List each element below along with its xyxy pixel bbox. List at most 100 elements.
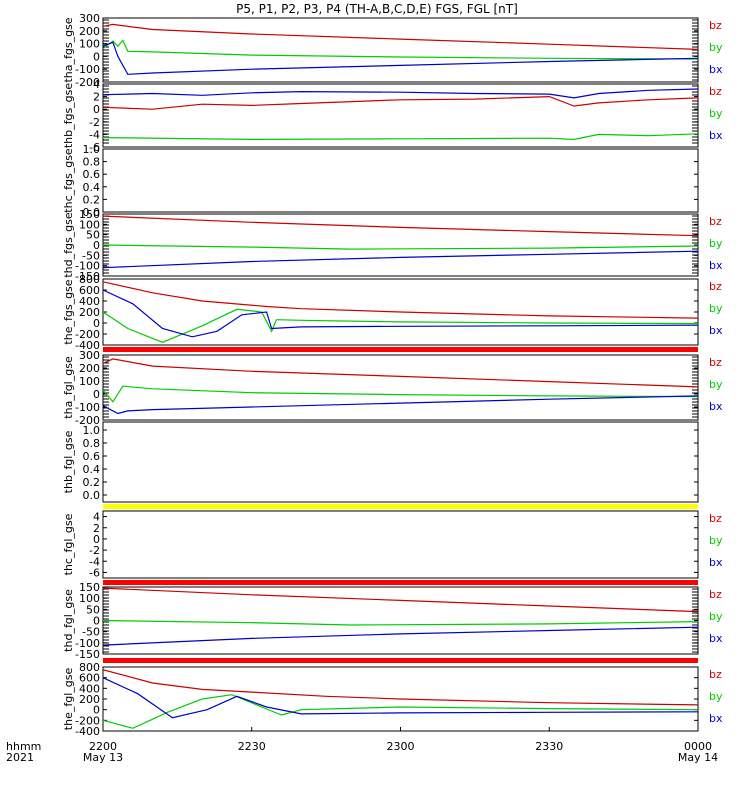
- y-axis-label: thb_fgs_gse: [62, 83, 75, 149]
- y-tick-label: 0.0: [83, 206, 101, 219]
- series-bx: [103, 626, 698, 646]
- x-tick-label: 2200: [89, 740, 117, 753]
- panel-frame: [102, 148, 699, 213]
- y-tick-label: 800: [79, 273, 100, 286]
- legend-bz: bz: [709, 215, 722, 228]
- legend-bx: bx: [709, 324, 723, 337]
- chart-title: P5, P1, P2, P3, P4 (TH-A,B,C,D,E) FGS, F…: [236, 2, 518, 16]
- y-tick-label: 1.0: [83, 424, 101, 437]
- y-tick-label: 0.4: [83, 463, 101, 476]
- x-tick-label: 2300: [387, 740, 415, 753]
- panel-frame: [102, 421, 699, 503]
- y-tick-label: 0: [93, 704, 100, 717]
- series-bx: [103, 677, 698, 719]
- panel-thb_fgl_gse: 1.00.80.60.40.20.0 thb_fgl_gse: [62, 421, 699, 509]
- y-axis-label: thb_fgl_gse: [62, 430, 75, 493]
- y-axis-label: thd_fgs_gse: [62, 212, 75, 278]
- legend-by: by: [709, 690, 723, 703]
- y-tick-label: 150: [79, 208, 100, 221]
- y-tick-label: 600: [79, 284, 100, 297]
- legend-bz: bz: [709, 280, 722, 293]
- y-tick-label: -4: [89, 128, 100, 141]
- legend-by: by: [709, 534, 723, 547]
- panel-thc_fgl_gse: 420-2-4-6 thc_fgl_gse bz by bx: [62, 510, 723, 585]
- y-tick-label: -200: [75, 714, 100, 727]
- y-tick-label: 150: [79, 581, 100, 594]
- legend-by: by: [709, 107, 723, 120]
- y-tick-label: 100: [79, 592, 100, 605]
- panel-frame: [102, 17, 699, 83]
- y-tick-label: -2: [89, 544, 100, 557]
- y-tick-label: -200: [75, 328, 100, 341]
- y-tick-label: 0: [93, 388, 100, 401]
- y-tick-label: 0: [93, 50, 100, 63]
- legend-bx: bx: [709, 63, 723, 76]
- y-tick-label: 50: [86, 603, 100, 616]
- y-tick-label: -50: [82, 626, 100, 639]
- y-axis-label: tha_fgs_gse: [62, 17, 75, 82]
- legend-bz: bz: [709, 668, 722, 681]
- y-tick-label: 0.8: [83, 156, 101, 169]
- y-tick-label: 400: [79, 682, 100, 695]
- panel-frame: [102, 213, 699, 277]
- y-tick-label: -200: [75, 414, 100, 427]
- y-tick-label: 0: [93, 317, 100, 330]
- panel-thb_fgs_gse: 420-2-4-6 thb_fgs_gse bz by bx: [62, 78, 723, 154]
- y-tick-label: -6: [89, 141, 100, 154]
- y-tick-label: 100: [79, 375, 100, 388]
- y-tick-label: -150: [75, 270, 100, 283]
- y-tick-label: 0: [93, 239, 100, 252]
- legend-bx: bx: [709, 129, 723, 142]
- y-axis-label: thc_fgl_gse: [62, 513, 75, 575]
- legend-by: by: [709, 41, 723, 54]
- legend-bx: bx: [709, 712, 723, 725]
- y-tick-label: -100: [75, 637, 100, 650]
- y-tick-label: -200: [75, 76, 100, 89]
- series-bz: [103, 215, 698, 237]
- y-tick-label: 200: [79, 25, 100, 38]
- series-bx: [103, 250, 698, 269]
- data-flag-bar: [103, 504, 698, 509]
- y-axis-label: the_fgs_gse: [62, 279, 75, 344]
- y-tick-label: 2: [93, 522, 100, 535]
- x-tick-label: 0000: [684, 740, 712, 753]
- series-bx: [103, 88, 698, 99]
- y-tick-label: 0.8: [83, 437, 101, 450]
- time-axis-label-hhmm: hhmm: [6, 740, 41, 753]
- series-bz: [103, 23, 698, 50]
- legend-bz: bz: [709, 512, 722, 525]
- x-tick-date-label: May 13: [83, 751, 123, 764]
- y-axis-label: the_fgl_gse: [62, 668, 75, 731]
- y-tick-label: -400: [75, 725, 100, 738]
- legend-by: by: [709, 237, 723, 250]
- y-tick-label: 0: [93, 103, 100, 116]
- series-bz: [103, 281, 698, 319]
- series-by: [103, 694, 698, 729]
- series-bx: [103, 289, 698, 338]
- y-tick-label: 0.4: [83, 181, 101, 194]
- y-tick-label: 200: [79, 693, 100, 706]
- y-tick-label: -50: [82, 249, 100, 262]
- y-tick-label: 0.6: [83, 450, 101, 463]
- legend-bz: bz: [709, 356, 722, 369]
- x-tick-label: 2230: [238, 740, 266, 753]
- y-tick-label: 600: [79, 672, 100, 685]
- y-tick-label: 200: [79, 362, 100, 375]
- legend-bx: bx: [709, 632, 723, 645]
- legend-bx: bx: [709, 259, 723, 272]
- y-tick-label: -100: [75, 63, 100, 76]
- y-tick-label: 400: [79, 295, 100, 308]
- series-by: [103, 39, 698, 60]
- y-tick-label: -4: [89, 555, 100, 568]
- series-bx: [103, 41, 698, 75]
- data-flag-bar: [103, 580, 698, 585]
- y-axis-label: thc_fgs_gse: [62, 148, 75, 213]
- y-tick-label: 200: [79, 306, 100, 319]
- y-tick-label: -2: [89, 116, 100, 129]
- panel-frame: [102, 354, 699, 421]
- y-tick-label: 800: [79, 661, 100, 674]
